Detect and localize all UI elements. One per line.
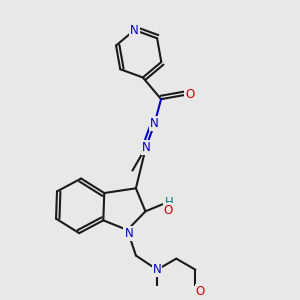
- Text: H: H: [165, 196, 174, 209]
- Text: N: N: [124, 227, 133, 240]
- Text: N: N: [153, 263, 161, 276]
- Text: N: N: [130, 24, 139, 37]
- Text: O: O: [185, 88, 194, 101]
- Text: N: N: [150, 117, 159, 130]
- Text: N: N: [142, 141, 150, 154]
- Text: O: O: [196, 285, 205, 298]
- Text: O: O: [164, 204, 173, 217]
